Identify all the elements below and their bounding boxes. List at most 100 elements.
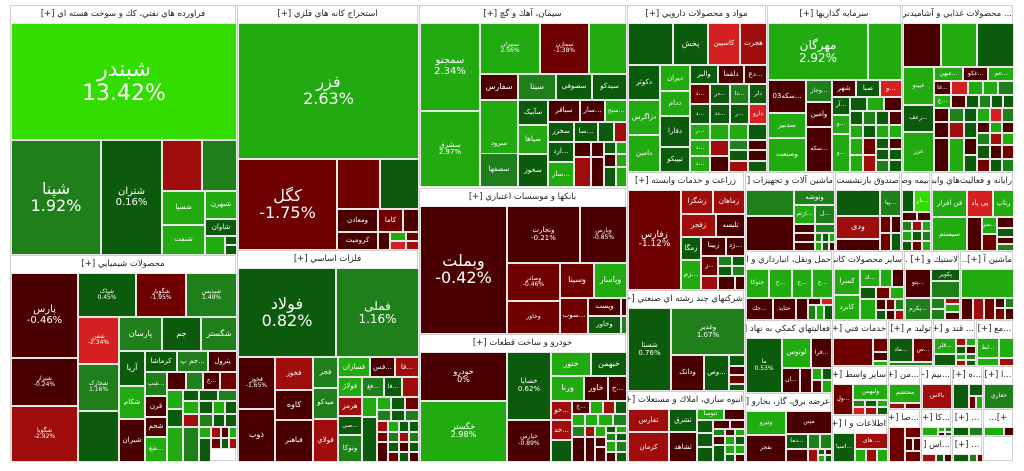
stock-tile[interactable]: [853, 399, 865, 408]
stock-tile[interactable]: ...سار: [580, 100, 605, 122]
stock-tile[interactable]: [956, 359, 966, 366]
stock-tile[interactable]: دزاگرس: [628, 100, 660, 136]
stock-tile[interactable]: [713, 436, 725, 446]
stock-tile[interactable]: دفارا: [660, 116, 690, 147]
stock-tile[interactable]: هجرت: [740, 23, 767, 66]
stock-tile[interactable]: ...پتو: [905, 269, 931, 298]
stock-tile[interactable]: دامين: [628, 135, 660, 172]
stock-tile[interactable]: [997, 217, 1014, 229]
stock-tile[interactable]: [938, 427, 945, 432]
stock-tile[interactable]: [822, 368, 832, 380]
stock-tile[interactable]: [936, 454, 944, 462]
stock-tile[interactable]: [818, 448, 825, 456]
stock-tile[interactable]: [860, 299, 876, 320]
stock-tile[interactable]: [616, 167, 627, 187]
stock-tile[interactable]: [220, 372, 237, 391]
stock-tile[interactable]: [964, 108, 977, 122]
stock-tile[interactable]: [951, 81, 968, 95]
stock-tile[interactable]: [964, 121, 977, 138]
stock-tile[interactable]: ...سا: [574, 121, 598, 142]
stock-tile[interactable]: زفجر: [681, 214, 716, 237]
stock-tile[interactable]: ...ح: [769, 269, 792, 298]
stock-tile[interactable]: [183, 414, 199, 428]
stock-tile[interactable]: [951, 94, 966, 109]
stock-tile[interactable]: [724, 409, 745, 420]
stock-tile[interactable]: [991, 94, 1003, 109]
sector-title[interactable]: فلزات اساسي [+]: [238, 251, 417, 268]
stock-tile[interactable]: [880, 233, 891, 251]
stock-tile[interactable]: تلیسه: [716, 214, 745, 237]
stock-tile[interactable]: [615, 400, 627, 415]
stock-tile[interactable]: ...ح: [812, 269, 833, 298]
stock-tile[interactable]: ... های: [855, 433, 888, 450]
stock-tile[interactable]: سنیزان 2.56%: [480, 23, 540, 74]
stock-tile[interactable]: [337, 159, 380, 209]
stock-tile[interactable]: پخش: [673, 23, 708, 66]
stock-tile[interactable]: [225, 236, 237, 245]
stock-tile[interactable]: [876, 299, 886, 310]
stock-tile[interactable]: ثشرق: [669, 409, 697, 433]
stock-tile[interactable]: [886, 299, 895, 310]
sector-title[interactable]: شركتهاي چند رشته اي صنعتي [+]: [628, 291, 743, 308]
stock-tile[interactable]: [912, 221, 922, 231]
stock-tile[interactable]: [997, 228, 1014, 237]
stock-tile[interactable]: ودی: [836, 215, 880, 240]
stock-tile[interactable]: جم: [162, 317, 201, 351]
stock-tile[interactable]: خنور: [551, 352, 591, 377]
stock-tile[interactable]: [735, 453, 745, 462]
stock-tile[interactable]: شبندر 13.42%: [11, 23, 237, 140]
stock-tile[interactable]: [977, 158, 990, 172]
stock-tile[interactable]: دكوثر: [628, 65, 660, 101]
stock-tile[interactable]: صبا: [856, 80, 880, 97]
stock-tile[interactable]: [167, 427, 183, 462]
stock-tile[interactable]: [713, 445, 725, 462]
stock-tile[interactable]: [966, 94, 979, 109]
stock-tile[interactable]: [941, 23, 977, 67]
stock-tile[interactable]: [984, 427, 1004, 436]
stock-tile[interactable]: [1002, 132, 1014, 146]
stock-tile[interactable]: شگویا -2.92%: [11, 406, 78, 462]
stock-tile[interactable]: [213, 401, 225, 415]
stock-tile[interactable]: [934, 108, 949, 122]
sector-title[interactable]: ... قند و [+]: [934, 321, 974, 338]
stock-tile[interactable]: [816, 305, 824, 320]
stock-tile[interactable]: [934, 137, 949, 172]
stock-tile[interactable]: [889, 137, 902, 149]
stock-tile[interactable]: سمجنو 2.34%: [420, 23, 480, 111]
stock-tile[interactable]: [729, 123, 748, 140]
stock-tile[interactable]: سخزر: [548, 121, 574, 142]
stock-tile[interactable]: [902, 211, 917, 222]
stock-tile[interactable]: [606, 425, 616, 434]
stock-tile[interactable]: [956, 353, 966, 360]
stock-tile[interactable]: [902, 190, 914, 212]
stock-tile[interactable]: [710, 155, 729, 172]
stock-tile[interactable]: [406, 241, 419, 250]
stock-tile[interactable]: ...زعف: [903, 104, 934, 132]
stock-tile[interactable]: ...ر: [690, 123, 710, 140]
stock-tile[interactable]: [995, 308, 1005, 320]
stock-tile[interactable]: [735, 276, 745, 290]
stock-tile[interactable]: [205, 236, 225, 255]
stock-tile[interactable]: ثفارس: [628, 409, 669, 433]
stock-tile[interactable]: [590, 400, 603, 415]
stock-tile[interactable]: [931, 297, 945, 309]
stock-tile[interactable]: [199, 401, 213, 415]
stock-tile[interactable]: [377, 396, 391, 410]
stock-tile[interactable]: شنفت: [162, 225, 205, 255]
stock-tile[interactable]: [902, 240, 912, 251]
stock-tile[interactable]: [895, 299, 904, 310]
stock-tile[interactable]: ...ر: [730, 103, 749, 124]
stock-tile[interactable]: [616, 451, 627, 462]
sector-title[interactable]: صندوق بازنشست [+]...: [836, 173, 899, 190]
stock-tile[interactable]: شكام: [119, 385, 145, 419]
stock-tile[interactable]: [990, 158, 1002, 172]
stock-tile[interactable]: [977, 108, 990, 122]
stock-tile[interactable]: [889, 148, 902, 161]
stock-tile[interactable]: ...اسیا: [833, 433, 855, 462]
stock-tile[interactable]: [961, 297, 973, 320]
stock-tile[interactable]: حتاید: [773, 297, 796, 320]
stock-tile[interactable]: [949, 137, 964, 172]
stock-tile[interactable]: [729, 355, 745, 366]
stock-tile[interactable]: [786, 448, 808, 462]
stock-tile[interactable]: [945, 297, 960, 305]
